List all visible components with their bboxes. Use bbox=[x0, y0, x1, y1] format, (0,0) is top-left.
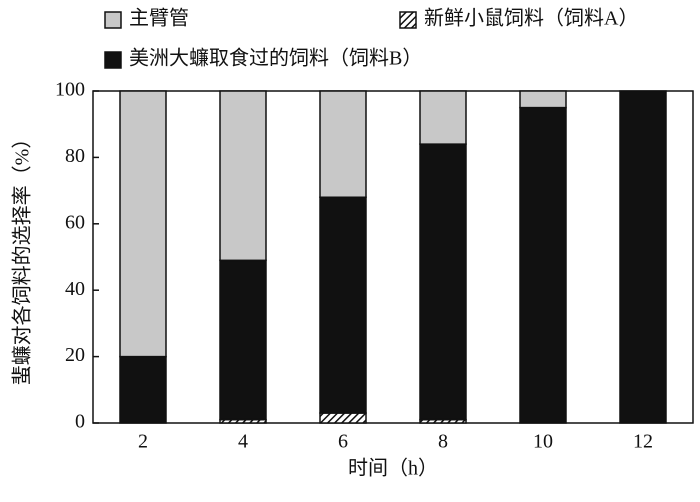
x-tick-label: 10 bbox=[533, 431, 553, 453]
bar-segment bbox=[319, 196, 367, 414]
bar-segment bbox=[319, 412, 367, 424]
bar-segment bbox=[519, 106, 567, 424]
y-axis-label: 蜚蠊对各饲料的选择率（%） bbox=[11, 129, 34, 386]
x-tick-label: 6 bbox=[338, 431, 348, 453]
legend-swatch bbox=[399, 11, 417, 29]
bar-segment bbox=[519, 90, 567, 109]
bar-segment bbox=[119, 355, 167, 424]
bar-segment bbox=[119, 90, 167, 358]
plot-frame bbox=[92, 90, 694, 424]
y-tick-label: 20 bbox=[65, 344, 85, 366]
legend-label: 主臂管 bbox=[129, 7, 189, 30]
bar-segment bbox=[219, 90, 267, 262]
x-axis-label: 时间（h） bbox=[348, 457, 438, 480]
legend-label: 美洲大蠊取食过的饲料（饲料B） bbox=[129, 47, 422, 70]
bar-segment bbox=[219, 259, 267, 421]
bar-segment bbox=[619, 90, 667, 424]
x-tick-label: 8 bbox=[438, 431, 448, 453]
bar-segment bbox=[319, 90, 367, 198]
y-tick-label: 60 bbox=[65, 211, 85, 233]
legend-swatch bbox=[104, 51, 122, 69]
legend-swatch bbox=[104, 11, 122, 29]
y-tick-label: 40 bbox=[65, 278, 85, 300]
y-tick-label: 100 bbox=[55, 79, 85, 101]
y-tick-label: 80 bbox=[65, 145, 85, 167]
bar-segment bbox=[419, 90, 467, 145]
x-tick-label: 2 bbox=[138, 431, 148, 453]
bar-segment bbox=[419, 143, 467, 421]
x-tick-label: 4 bbox=[238, 431, 248, 453]
x-tick-label: 12 bbox=[633, 431, 653, 453]
y-tick-label: 0 bbox=[75, 411, 85, 433]
legend-label: 新鲜小鼠饲料（饲料A） bbox=[424, 7, 638, 30]
